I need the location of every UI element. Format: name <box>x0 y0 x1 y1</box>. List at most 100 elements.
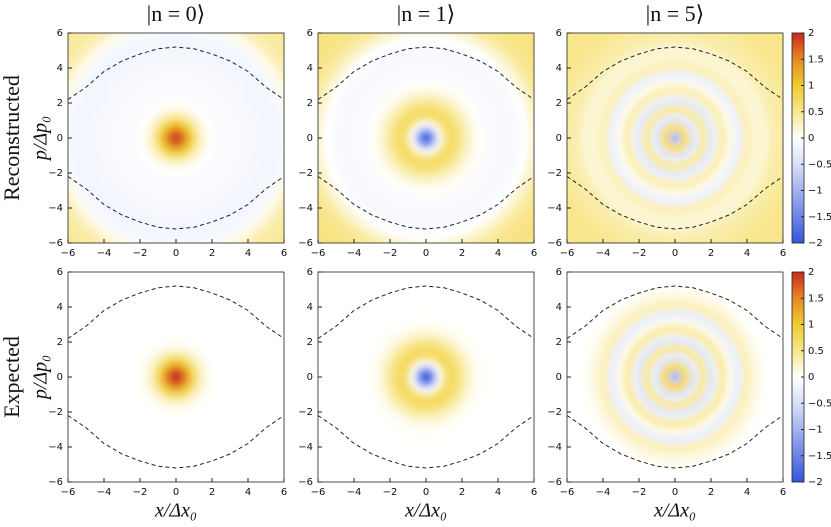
x-tick-label: −2 <box>383 248 398 259</box>
x-tick-label: 4 <box>495 487 501 498</box>
y-tick-label: −2 <box>298 168 313 179</box>
x-tick-label: 4 <box>495 248 501 259</box>
x-tick-label: −4 <box>596 487 611 498</box>
x-tick-label: −2 <box>133 487 148 498</box>
x-tick-label: −2 <box>133 248 148 259</box>
heatmap <box>68 272 284 482</box>
panel <box>318 33 534 243</box>
colorbar-tick-label: −0.5 <box>808 398 831 409</box>
y-tick-label: 2 <box>57 98 63 109</box>
y-tick-label: 2 <box>57 337 63 348</box>
x-tick-label: −4 <box>347 487 362 498</box>
colorbar-tick-label: −2 <box>808 477 823 488</box>
ring <box>173 135 179 141</box>
x-tick-label: 0 <box>423 487 429 498</box>
boundary-curve <box>68 176 284 230</box>
x-tick-label: 4 <box>744 487 750 498</box>
boundary-curve <box>567 415 783 469</box>
y-tick-label: 4 <box>307 302 313 313</box>
panel <box>318 272 534 482</box>
y-tick-label: −4 <box>547 203 562 214</box>
boundary-curve <box>567 176 783 230</box>
x-tick-label: 4 <box>744 248 750 259</box>
x-tick-label: 2 <box>209 248 215 259</box>
y-tick-label: 0 <box>307 133 313 144</box>
y-tick-label: 0 <box>57 133 63 144</box>
y-tick-label: −2 <box>48 168 63 179</box>
y-tick-label: 4 <box>57 63 63 74</box>
x-axis-label: x/Δx₀ <box>404 500 447 522</box>
panel <box>68 272 284 482</box>
x-tick-label: 0 <box>173 487 179 498</box>
y-tick-label: 2 <box>307 337 313 348</box>
x-tick-label: −6 <box>560 248 575 259</box>
y-tick-label: 4 <box>556 302 562 313</box>
y-tick-label: −6 <box>48 238 63 249</box>
y-tick-label: −2 <box>547 168 562 179</box>
x-tick-label: −2 <box>632 487 647 498</box>
x-tick-label: −2 <box>632 248 647 259</box>
colorbar-tick-label: −1.5 <box>808 212 831 223</box>
x-tick-label: 2 <box>708 487 714 498</box>
y-tick-label: −6 <box>298 238 313 249</box>
panel <box>68 33 284 243</box>
y-tick-label: 6 <box>57 267 63 278</box>
heatmap <box>68 33 284 243</box>
y-tick-label: −6 <box>547 238 562 249</box>
colorbar-tick-label: −1 <box>808 425 823 436</box>
y-tick-label: −4 <box>48 203 63 214</box>
heatmap <box>567 33 783 243</box>
y-tick-label: 6 <box>307 267 313 278</box>
ring <box>423 374 429 380</box>
heatmap <box>567 272 783 482</box>
x-tick-label: 6 <box>531 487 537 498</box>
x-tick-label: 6 <box>780 248 786 259</box>
x-tick-label: −2 <box>383 487 398 498</box>
colorbar-tick-label: 2 <box>808 28 814 39</box>
y-tick-label: −6 <box>298 477 313 488</box>
colorbar-tick-label: 1.5 <box>808 293 824 304</box>
y-axis-label: p/Δp₀ <box>30 355 52 401</box>
y-tick-label: 6 <box>307 28 313 39</box>
y-axis-label: p/Δp₀ <box>30 116 52 162</box>
y-tick-label: −6 <box>547 477 562 488</box>
y-tick-label: 0 <box>307 372 313 383</box>
y-tick-label: 0 <box>556 133 562 144</box>
x-tick-label: 0 <box>173 248 179 259</box>
colorbar-tick-label: −1 <box>808 186 823 197</box>
x-tick-label: −6 <box>61 487 76 498</box>
column-title: |n = 5⟩ <box>646 1 704 26</box>
y-tick-label: 6 <box>556 28 562 39</box>
ring <box>672 135 678 141</box>
x-tick-label: 0 <box>672 487 678 498</box>
y-tick-label: 4 <box>556 63 562 74</box>
boundary-curve <box>68 285 284 339</box>
y-tick-label: 2 <box>556 337 562 348</box>
boundary-curve <box>68 415 284 469</box>
colorbar-tick-label: −0.5 <box>808 159 831 170</box>
x-tick-label: 6 <box>281 248 287 259</box>
column-title: |n = 1⟩ <box>397 1 455 26</box>
boundary-curve <box>567 285 783 339</box>
x-tick-label: −6 <box>311 248 326 259</box>
y-tick-label: 2 <box>556 98 562 109</box>
boundary-curve <box>318 46 534 100</box>
y-tick-label: −2 <box>547 407 562 418</box>
boundary-curve <box>567 46 783 100</box>
x-axis-label: x/Δx₀ <box>653 500 696 522</box>
panel <box>567 272 783 482</box>
colorbar-tick-label: 0.5 <box>808 346 824 357</box>
x-tick-label: −6 <box>311 487 326 498</box>
x-tick-label: 2 <box>459 487 465 498</box>
y-tick-label: −4 <box>298 203 313 214</box>
x-tick-label: 2 <box>708 248 714 259</box>
y-tick-label: −4 <box>298 442 313 453</box>
y-tick-label: −2 <box>298 407 313 418</box>
colorbar-tick-label: 1 <box>808 81 814 92</box>
boundary-curve <box>318 285 534 339</box>
boundary-curve <box>68 46 284 100</box>
x-tick-label: 6 <box>780 487 786 498</box>
x-tick-label: 0 <box>672 248 678 259</box>
colorbar-tick-label: −2 <box>808 238 823 249</box>
